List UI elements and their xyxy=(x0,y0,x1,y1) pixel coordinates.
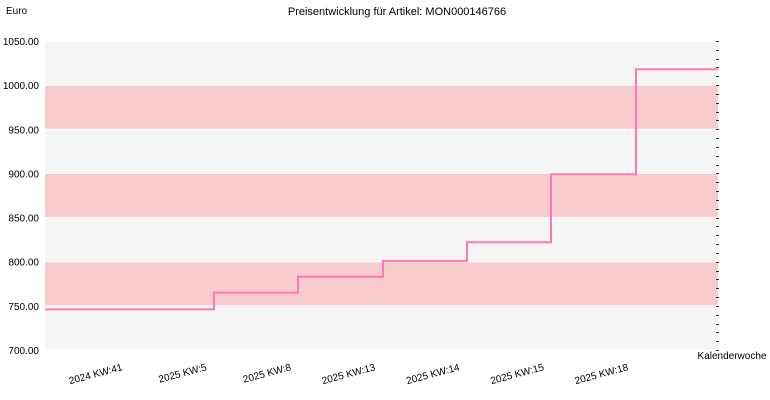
y-tick-label: 700.00 xyxy=(8,346,39,357)
y-tick-label: 850.00 xyxy=(8,214,39,225)
price-step-line xyxy=(45,68,718,311)
plot-band xyxy=(45,41,718,86)
x-tick-label: 2025 KW:5 xyxy=(158,362,209,385)
y-axis-minor-ticks xyxy=(716,41,719,351)
x-tick-label: 2025 KW:14 xyxy=(405,362,461,387)
x-tick-label: 2024 KW:41 xyxy=(68,362,124,387)
chart-title: Preisentwicklung für Artikel: MON0001467… xyxy=(288,6,506,18)
x-tick-label: 2025 KW:8 xyxy=(242,362,293,385)
y-tick-label: 1000.00 xyxy=(3,81,40,92)
y-tick-label: 1050.00 xyxy=(3,37,40,48)
plot-band xyxy=(45,129,718,174)
y-tick-label: 750.00 xyxy=(8,302,39,313)
y-tick-label: 800.00 xyxy=(8,258,39,269)
plot-band xyxy=(45,305,718,350)
x-axis-label: Kalenderwoche xyxy=(698,351,767,362)
x-axis-tick-labels: 2024 KW:41 2025 KW:5 2025 KW:8 2025 KW:13 20… xyxy=(68,362,630,387)
x-tick-label: 2025 KW:15 xyxy=(489,362,545,387)
price-series xyxy=(45,68,718,311)
x-tick-label: 2025 KW:13 xyxy=(321,362,377,387)
x-tick-label: 2025 KW:18 xyxy=(574,362,630,387)
y-tick-label: 900.00 xyxy=(8,169,39,180)
plot-band xyxy=(45,85,718,130)
y-axis-tick-labels: 700.00 750.00 800.00 850.00 900.00 950.00 1000… xyxy=(3,37,40,357)
y-tick-label: 950.00 xyxy=(8,125,39,136)
plot-band xyxy=(45,173,718,218)
plot-band xyxy=(45,217,718,262)
plot-band xyxy=(45,261,718,306)
y-axis-label: Euro xyxy=(6,6,28,17)
plot-background-bands xyxy=(45,40,718,351)
